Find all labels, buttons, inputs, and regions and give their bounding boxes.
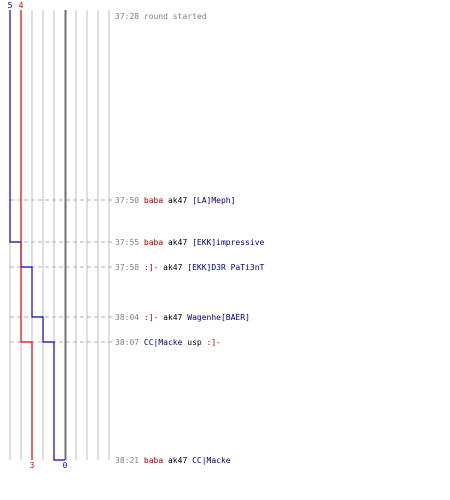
event-row: 38:07 CC|Macke usp :]- [115, 338, 221, 347]
event-time: 38:04 [115, 313, 144, 322]
event-time: 38:21 [115, 456, 144, 465]
event-time: 38:07 [115, 338, 144, 347]
event-row: 37:55 baba ak47 [EKK]impressive [115, 238, 265, 247]
event-text: :]- [207, 338, 221, 347]
event-row: 38:04 :]- ak47 Wagenhe[BAER] [115, 313, 250, 322]
event-row: 37:50 baba ak47 [LA]Meph] [115, 196, 235, 205]
event-text: [LA]Meph] [192, 196, 235, 205]
event-row: 38:21 baba ak47 CC|Macke [115, 456, 231, 465]
event-text: [EKK]D3R PaTi3nT [187, 263, 264, 272]
event-text: usp [182, 338, 206, 347]
event-text: baba [144, 456, 163, 465]
event-text: baba [144, 196, 163, 205]
event-text: [EKK]impressive [192, 238, 264, 247]
event-text: ak47 [158, 313, 187, 322]
event-row: 37:28 round started [115, 12, 207, 21]
event-text: ak47 [163, 238, 192, 247]
team-2-start-count: 4 [19, 1, 24, 10]
event-text: ak47 [158, 263, 187, 272]
event-text: CC|Macke [192, 456, 231, 465]
event-time: 37:55 [115, 238, 144, 247]
team-2-count-line [20, 10, 33, 460]
event-text: CC|Macke [144, 338, 183, 347]
event-text: :]- [144, 313, 158, 322]
team-1-end-count: 0 [63, 461, 68, 470]
team-1-count-line [9, 10, 65, 461]
event-time: 37:28 [115, 12, 144, 21]
team-1-start-count: 5 [8, 1, 13, 10]
event-text: ak47 [163, 456, 192, 465]
event-text: :]- [144, 263, 158, 272]
event-text: Wagenhe[BAER] [187, 313, 250, 322]
event-text: ak47 [163, 196, 192, 205]
event-time: 37:58 [115, 263, 144, 272]
event-text: round started [144, 12, 207, 21]
event-row: 37:58 :]- ak47 [EKK]D3R PaTi3nT [115, 263, 265, 272]
team-2-end-count: 3 [30, 461, 35, 470]
event-time: 37:50 [115, 196, 144, 205]
event-text: baba [144, 238, 163, 247]
